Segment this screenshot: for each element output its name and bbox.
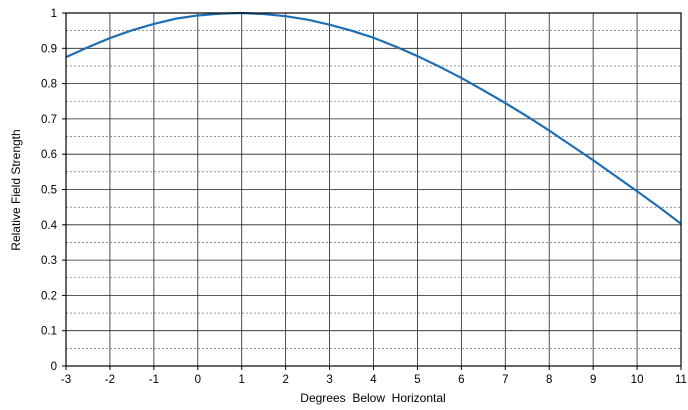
x-tick-label: 2 [282, 374, 288, 386]
y-tick-label: 0.1 [41, 326, 57, 338]
x-tick-label: 8 [546, 374, 552, 386]
y-tick-label: 0.2 [41, 290, 57, 302]
x-tick-label: 5 [414, 374, 420, 386]
x-axis-title: Degrees Below Horizontal [300, 391, 445, 405]
x-tick-label: 7 [502, 374, 508, 386]
x-tick-label: 9 [590, 374, 596, 386]
plot-frame [62, 12, 682, 370]
y-tick-label: 0.7 [41, 114, 57, 126]
x-tick-label: 0 [195, 374, 201, 386]
x-tick-label: 4 [370, 374, 377, 386]
x-tick-label: 6 [458, 374, 464, 386]
y-tick-label: 0 [51, 361, 57, 373]
series-layer [65, 11, 682, 225]
y-tick-label: 0.3 [41, 255, 57, 267]
x-tick-label: 11 [675, 374, 687, 386]
series-line [65, 11, 682, 225]
y-axis-title: Relative Field Strength [9, 129, 23, 250]
tick-labels: -3 -2 -1 0 1 2 3 4 5 6 7 8 9 10 11 0 0.1 0.2 0.3 0.4 0.5 0.6 0… [41, 8, 687, 386]
x-tick-label: -2 [105, 374, 115, 386]
x-tick-label: -3 [61, 374, 71, 386]
x-tick-label: 10 [631, 374, 644, 386]
y-tick-label: 0.4 [41, 220, 58, 232]
x-tick-label: 1 [239, 374, 245, 386]
x-tick-label: -1 [149, 374, 159, 386]
y-tick-label: 0.6 [41, 149, 57, 161]
y-tick-label: 0.9 [41, 43, 57, 55]
y-tick-label: 0.5 [41, 185, 57, 197]
y-tick-label: 1 [51, 8, 57, 20]
x-tick-label: 3 [326, 374, 332, 386]
y-tick-label: 0.8 [41, 79, 57, 91]
grid [65, 12, 682, 367]
